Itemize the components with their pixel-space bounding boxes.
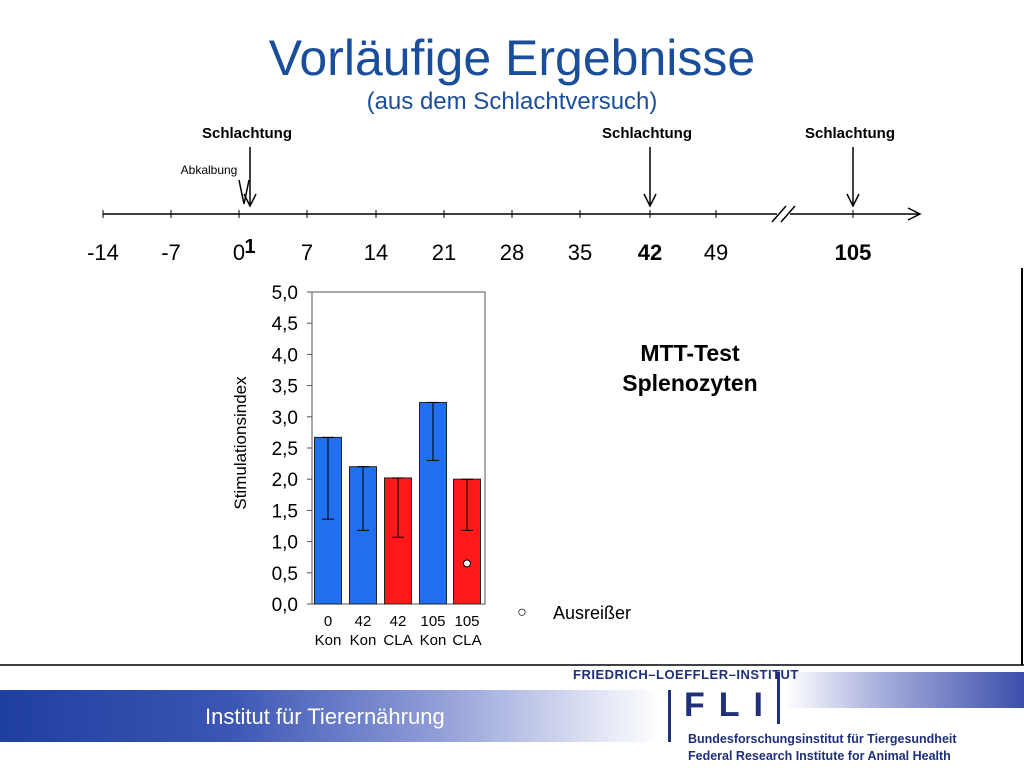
- timeline-tick-label: 0: [233, 240, 245, 265]
- fli-name: FRIEDRICH–LOEFFLER–INSTITUT: [573, 667, 799, 682]
- annotation-line: MTT-Test: [640, 340, 740, 366]
- timeline-tick-label: 28: [500, 240, 524, 265]
- fli-line-german: Bundesforschungsinstitut für Tiergesundh…: [688, 732, 957, 746]
- annotation-line: Splenozyten: [622, 370, 757, 396]
- y-tick-label: 2,0: [272, 470, 298, 491]
- page-subtitle: (aus dem Schlachtversuch): [366, 88, 658, 115]
- x-tick-label-group: Kon: [420, 632, 447, 649]
- event-label-secondary: Abkalbung: [181, 163, 238, 177]
- y-axis-label: Stimulationsindex: [231, 376, 250, 510]
- footer-institute: Institut für Tierernährung: [205, 704, 445, 729]
- timeline-tick-label: 1: [244, 236, 255, 258]
- axis-break-mark: [780, 205, 796, 223]
- fli-gradient-bar: [785, 672, 1024, 708]
- event-arrow-head-secondary: [238, 179, 250, 205]
- footer-bar: [0, 690, 660, 742]
- timeline-tick-label: 14: [364, 240, 388, 265]
- fli-divider-left: [668, 690, 671, 742]
- timeline-tick-label: -14: [87, 240, 119, 265]
- x-tick-label-group: CLA: [383, 632, 412, 649]
- y-tick-label: 0,0: [272, 595, 298, 616]
- x-tick-label-day: 0: [324, 613, 332, 630]
- timeline-tick-label: 7: [301, 240, 313, 265]
- timeline-tick-label: -7: [161, 240, 181, 265]
- x-tick-label-group: Kon: [315, 632, 342, 649]
- timeline-tick-label: 35: [568, 240, 592, 265]
- y-tick-label: 1,5: [272, 501, 298, 522]
- timeline-tick-label: 21: [432, 240, 456, 265]
- axis-break-mark: [771, 205, 787, 223]
- x-tick-label-group: CLA: [452, 632, 481, 649]
- event-arrow-head: [846, 193, 860, 208]
- fli-line-english: Federal Research Institute for Animal He…: [688, 749, 951, 763]
- timeline-arrowhead: [907, 207, 922, 221]
- y-tick-label: 3,0: [272, 408, 298, 429]
- event-arrow-head: [643, 193, 657, 208]
- y-tick-label: 0,5: [272, 564, 298, 585]
- outlier-point: [463, 559, 471, 568]
- x-tick-label-day: 42: [355, 613, 372, 630]
- timeline-tick-label: 49: [704, 240, 728, 265]
- x-tick-label-day: 42: [390, 613, 407, 630]
- fli-logo: FLI: [684, 686, 777, 724]
- event-label: Schlachtung: [202, 125, 292, 142]
- y-tick-label: 5,0: [272, 283, 298, 304]
- legend-outlier-symbol: ○: [517, 604, 527, 621]
- fli-divider-right: [777, 672, 780, 724]
- y-tick-label: 3,5: [272, 377, 298, 398]
- x-tick-label-group: Kon: [350, 632, 377, 649]
- x-tick-label-day: 105: [454, 613, 479, 630]
- timeline-tick-label: 105: [835, 240, 872, 265]
- x-tick-label-day: 105: [420, 613, 445, 630]
- y-tick-label: 2,5: [272, 439, 298, 460]
- event-label: Schlachtung: [602, 125, 692, 142]
- y-tick-label: 4,5: [272, 314, 298, 335]
- y-tick-label: 1,0: [272, 533, 298, 554]
- event-label: Schlachtung: [805, 125, 895, 142]
- legend-outlier-label: Ausreißer: [553, 603, 631, 623]
- timeline-tick-label: 42: [638, 240, 662, 265]
- page-title: Vorläufige Ergebnisse: [268, 30, 756, 86]
- y-tick-label: 4,0: [272, 345, 298, 366]
